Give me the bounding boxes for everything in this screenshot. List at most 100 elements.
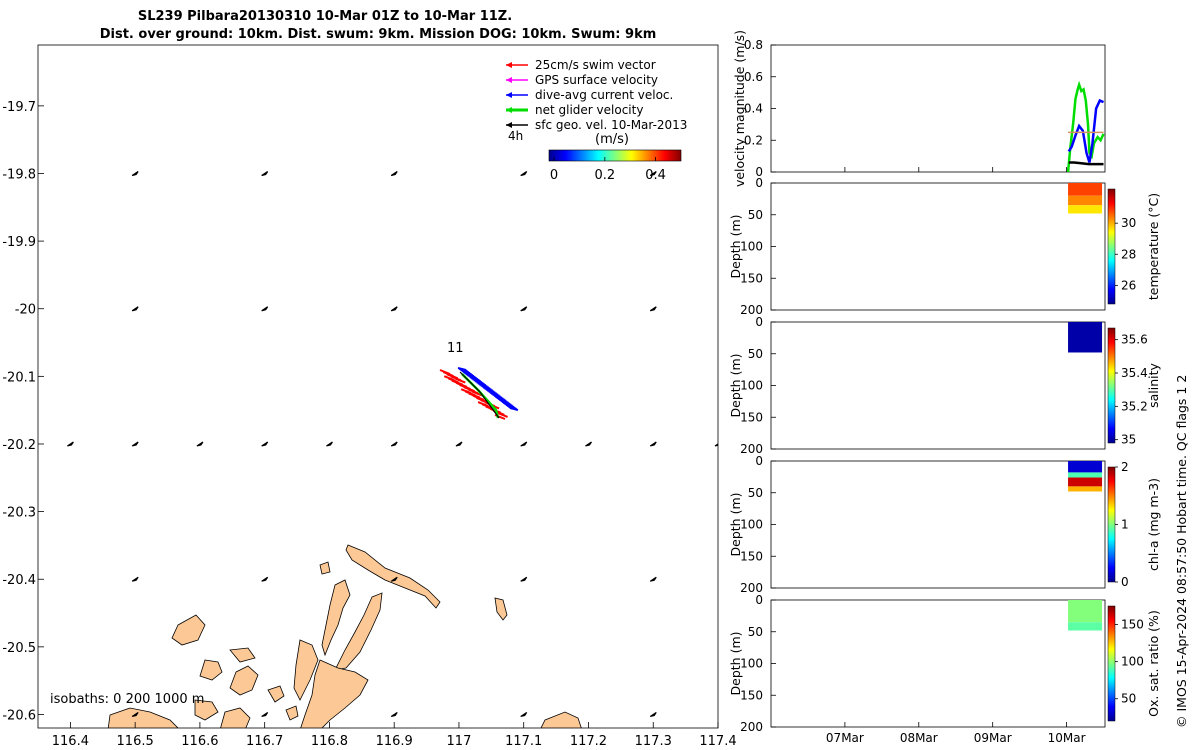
y-tick-label: 100 (740, 657, 763, 671)
geo-velocity-arrow (390, 441, 398, 447)
colorbar-tick-label: 100 (1121, 655, 1144, 669)
geo-velocity-arrow (261, 170, 269, 177)
colorbar-title: (m/s) (595, 132, 629, 147)
figure-title-line1: SL239 Pilbara20130310 10-Mar 01Z to 10-M… (138, 9, 512, 24)
x-tick-label: 116.8 (311, 734, 348, 749)
x-tick-label: 09Mar (974, 731, 1012, 745)
swim-vector (471, 390, 483, 397)
y-tick-label: -19.7 (2, 100, 36, 115)
geo-velocity-arrow (520, 576, 528, 582)
y-axis-label: Depth (m) (728, 493, 743, 557)
geo-velocity-arrow (390, 306, 398, 312)
land-island (267, 685, 285, 703)
time-scale-label: 4h (508, 129, 523, 143)
land-island (345, 544, 441, 609)
series-line (1068, 161, 1104, 166)
y-tick-label: 0 (755, 315, 763, 329)
isobath-label: isobaths: 0 200 1000 m (50, 692, 204, 707)
x-tick-label: 116.7 (246, 734, 283, 749)
colorbar-label: temperature (°C) (1146, 193, 1161, 300)
colorbar-gradient (548, 149, 682, 162)
y-tick-label: 150 (740, 410, 763, 424)
land-masses (107, 544, 582, 728)
colorbar-label: chl-a (mg m-3) (1146, 478, 1161, 571)
y-axis-label: Depth (m) (728, 215, 743, 279)
y-tick-label: 150 (740, 549, 763, 563)
y-tick-label: -19.9 (2, 235, 36, 250)
legend-swatch-arrowhead (506, 107, 512, 113)
heatmap-cell (1068, 461, 1103, 473)
geo-velocity-arrow (390, 576, 398, 582)
land-island (319, 561, 331, 575)
geo-velocity-arrow (649, 576, 657, 582)
geo-velocity-arrow (261, 711, 269, 718)
heatmap-cell (1068, 477, 1103, 487)
copyright-note: © IMOS 15-Apr-2024 08:57:50 Hobart time.… (1174, 375, 1189, 728)
colorbar-tick-label: 0.4 (645, 168, 666, 183)
x-tick-label: 08Mar (900, 731, 938, 745)
panel-colorbar (1107, 605, 1116, 722)
velocity-colorbar: (m/s) 0 0.2 0.4 (548, 132, 682, 183)
legend-label: dive-avg current veloc. (535, 88, 673, 102)
swim-vector (497, 411, 508, 418)
land-island (300, 659, 369, 728)
land-island (229, 647, 256, 663)
x-tick-label: 07Mar (826, 731, 864, 745)
colorbar-tick-label: 35.4 (1121, 366, 1148, 380)
colorbar-tick-label: 28 (1121, 247, 1136, 261)
y-tick-label: -20.5 (2, 641, 36, 656)
geo-velocity-arrow (67, 441, 74, 447)
panel-axes-box (770, 321, 1106, 450)
y-tick-label: 200 (740, 303, 763, 317)
series-line (1067, 98, 1105, 163)
y-tick-label: 0.8 (744, 38, 763, 52)
panel-axes-box (770, 599, 1106, 728)
panel-chla: 0 50 100 150 200 Depth (m) 0 1 2 chl-a (mg m-3) (728, 454, 1161, 595)
time-x-ticks: 07Mar 08Mar 09Mar 10Mar (826, 167, 1086, 745)
heatmap-cell (1068, 195, 1103, 206)
x-tick-label: 116.4 (52, 734, 89, 749)
land-island (293, 639, 319, 701)
y-tick-label: 50 (748, 208, 763, 222)
y-tick-label: 150 (740, 271, 763, 285)
x-tick-label: 117.3 (635, 734, 672, 749)
geo-velocity-arrow (131, 441, 139, 447)
x-tick-label: 117.4 (699, 734, 736, 749)
y-tick-label: -20 (15, 303, 36, 318)
colorbar-tick-label: 150 (1121, 618, 1144, 632)
y-tick-label: -20.4 (2, 573, 36, 588)
x-tick-label: 117.2 (570, 734, 607, 749)
surface-geostrophic-velocity-arrows (67, 170, 718, 718)
geo-velocity-arrow (390, 170, 398, 177)
heatmap-cell (1068, 486, 1103, 492)
legend-label: sfc geo. vel. 10-Mar-2013 (535, 118, 687, 132)
heatmap-cell (1068, 183, 1103, 196)
y-tick-label: 0 (755, 593, 763, 607)
panel-temperature: 0 50 100 150 200 Depth (m) 26 28 30 temperature (… (728, 176, 1161, 317)
colorbar-tick-label: 26 (1121, 278, 1136, 292)
y-tick-label: 200 (740, 720, 763, 734)
panel-axes-box (770, 460, 1106, 589)
colorbar-tick-label: 30 (1121, 216, 1136, 230)
legend-swatch-arrowhead (506, 77, 512, 83)
glider-track-vectors (439, 367, 519, 420)
land-island (321, 579, 351, 657)
land-island (229, 665, 259, 696)
heatmap-cell (1068, 472, 1103, 478)
colorbar-tick-label: 1 (1121, 518, 1129, 532)
heatmap-cell (1068, 600, 1103, 623)
geo-velocity-arrow (455, 441, 463, 447)
map-x-ticks: 116.4 116.5 116.6 116.7 116.8 116.9 117 117.1 11… (52, 722, 737, 749)
geo-velocity-arrow (131, 711, 139, 718)
y-tick-label: 0 (755, 165, 763, 179)
x-tick-label: 116.9 (376, 734, 413, 749)
y-tick-label: -19.8 (2, 167, 36, 182)
colorbar-label: Ox. sat. ratio (%) (1146, 610, 1161, 717)
y-tick-label: -20.1 (2, 370, 36, 385)
colorbar-tick-label: 2 (1121, 460, 1129, 474)
geo-velocity-arrow (520, 441, 528, 447)
y-tick-label: 50 (748, 625, 763, 639)
